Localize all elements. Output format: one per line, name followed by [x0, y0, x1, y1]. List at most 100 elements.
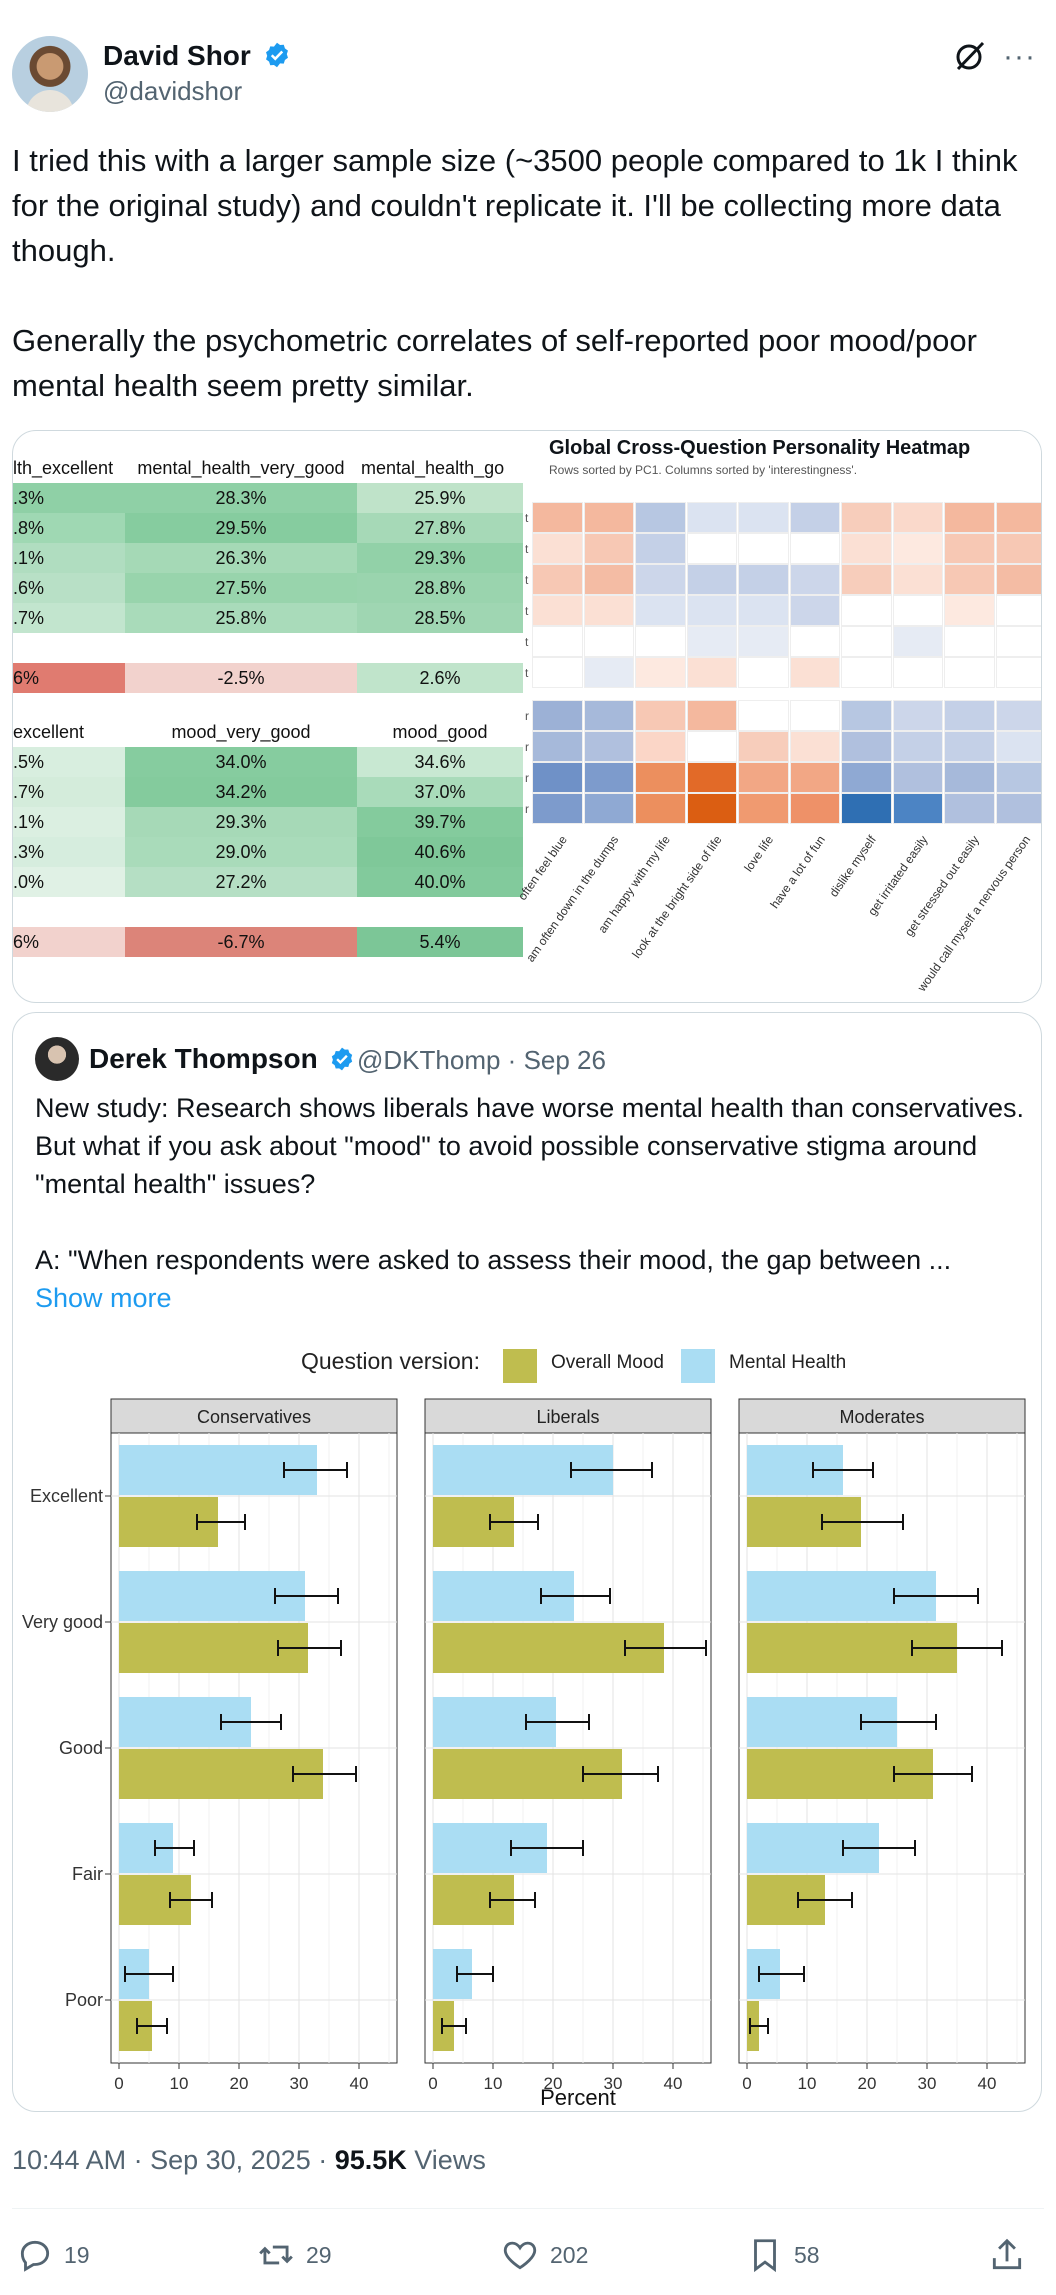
- quoted-author-name: Derek Thompson: [89, 1043, 318, 1074]
- legend-swatch-mental-health: [681, 1349, 715, 1383]
- x-tick-label: 0: [742, 2074, 751, 2093]
- x-tick-label: 10: [798, 2074, 817, 2093]
- heatmap-cell: [789, 731, 840, 762]
- table-header: mental_health_go: [357, 453, 523, 483]
- quoted-tweet-date: Sep 26: [523, 1045, 606, 1075]
- legend-label: Overall Mood: [551, 1352, 664, 1373]
- timestamp-text[interactable]: 10:44 AM · Sep 30, 2025 ·: [12, 2145, 335, 2175]
- table-cell: 34.6%: [357, 747, 523, 777]
- show-more-link[interactable]: Show more: [35, 1283, 172, 1313]
- heatmap-cell: [892, 731, 943, 762]
- heatmap-cell: [635, 533, 686, 564]
- heatmap-cell: [944, 626, 995, 657]
- facet-strip: [110, 1398, 398, 1434]
- x-tick-label: 0: [428, 2074, 437, 2093]
- author-avatar[interactable]: [12, 36, 88, 112]
- heatmap-cell: [738, 700, 789, 731]
- table-header: mood_very_good: [125, 717, 357, 747]
- heatmap-cell: [635, 762, 686, 793]
- table-cell: 26.3%: [125, 543, 357, 573]
- x-tick-label: 30: [918, 2074, 937, 2093]
- heatmap-row-tick: t: [525, 666, 529, 680]
- heatmap-cell: [583, 731, 634, 762]
- grok-icon[interactable]: [952, 38, 988, 74]
- table-row: .1% 26.3% 29.3%: [13, 543, 523, 573]
- heatmap-cell: [583, 700, 634, 731]
- bookmark-button[interactable]: 58: [746, 2230, 820, 2280]
- heatmap-cell: [789, 533, 840, 564]
- table-cell: 29.5%: [125, 513, 357, 543]
- tweet-paragraph: I tried this with a larger sample size (…: [12, 143, 1018, 268]
- facet-label: Liberals: [536, 1407, 599, 1427]
- tweet-paragraph: Generally the psychometric correlates of…: [12, 323, 977, 403]
- table-cell: 37.0%: [357, 777, 523, 807]
- reply-button[interactable]: 19: [16, 2230, 90, 2280]
- x-tick-label: 20: [230, 2074, 249, 2093]
- table-row: .0% 27.2% 40.0%: [13, 867, 523, 897]
- table-cell: .7%: [13, 603, 125, 633]
- legend-title: Question version:: [301, 1348, 480, 1374]
- heatmap-cell: [738, 793, 789, 824]
- more-options-icon[interactable]: ···: [1003, 40, 1036, 73]
- heatmap-cell: [532, 595, 583, 626]
- tweet-media[interactable]: lth_excellent mental_health_very_good me…: [12, 430, 1042, 1003]
- table-cell: 29.3%: [125, 807, 357, 837]
- heatmap-cell: [583, 533, 634, 564]
- heatmap-cell: [892, 762, 943, 793]
- heatmap-cell: [789, 595, 840, 626]
- repost-button[interactable]: 29: [256, 2230, 332, 2280]
- heatmap-cell: [841, 762, 892, 793]
- action-bar: 19 29 202 58: [0, 2230, 1056, 2290]
- table-cell: 39.7%: [357, 807, 523, 837]
- heatmap-cell: [532, 731, 583, 762]
- like-button[interactable]: 202: [500, 2230, 588, 2280]
- legend-label: Mental Health: [729, 1352, 846, 1373]
- table-cell: 40.0%: [357, 867, 523, 897]
- heatmap-row-tick: r: [525, 771, 529, 785]
- heatmap-row-tick: t: [525, 635, 529, 649]
- x-tick-label: 40: [350, 2074, 369, 2093]
- author-handle[interactable]: @davidshor: [103, 76, 243, 106]
- heatmap-cell: [532, 502, 583, 533]
- heatmap-cell: [944, 762, 995, 793]
- heatmap-cell: [583, 564, 634, 595]
- heatmap-cell: [789, 626, 840, 657]
- heatmap-cell: [583, 657, 634, 688]
- table-cell: 27.2%: [125, 867, 357, 897]
- heatmap-row-tick: r: [525, 740, 529, 754]
- heatmap-cell: [944, 657, 995, 688]
- heatmap-cell: [583, 595, 634, 626]
- heatmap-cell: [635, 793, 686, 824]
- heatmap-cell: [738, 657, 789, 688]
- verified-badge-icon: [332, 1047, 353, 1071]
- like-count: 202: [550, 2241, 589, 2268]
- heatmap-cell: [532, 533, 583, 564]
- heatmap-column-label: look at the bright side of life: [629, 833, 725, 961]
- heatmap-cell: [532, 762, 583, 793]
- heatmap-cell: [944, 731, 995, 762]
- quoted-author-name-row: Derek Thompson: [89, 1043, 355, 1075]
- quoted-paragraph: New study: Research shows liberals have …: [35, 1093, 1024, 1199]
- quoted-paragraph: A: "When respondents were asked to asses…: [35, 1245, 952, 1275]
- share-button[interactable]: [988, 2230, 1036, 2280]
- heatmap-cell: [686, 793, 737, 824]
- heatmap-row-tick: t: [525, 542, 529, 556]
- tweet-header: David Shor @davidshor ···: [12, 36, 1044, 116]
- heatmap-subtitle: Rows sorted by PC1. Columns sorted by 'i…: [549, 463, 858, 477]
- author-name-row[interactable]: David Shor: [103, 40, 291, 72]
- table-row: .5% 34.0% 34.6%: [13, 747, 523, 777]
- heart-icon: [503, 2241, 537, 2270]
- reply-icon: [20, 2240, 50, 2272]
- heatmap-cell: [789, 502, 840, 533]
- heatmap-cell: [892, 793, 943, 824]
- facet-label: Conservatives: [197, 1407, 311, 1427]
- category-label: Poor: [65, 1990, 103, 2010]
- heatmap-cell: [944, 595, 995, 626]
- views-label: Views: [406, 2145, 486, 2175]
- results-tables: lth_excellent mental_health_very_good me…: [13, 431, 523, 1002]
- quoted-tweet[interactable]: Derek Thompson @DKThomp · Sep 26 New stu…: [12, 1012, 1042, 2112]
- repost-icon: [259, 2245, 293, 2265]
- heatmap-cell: [738, 626, 789, 657]
- table-cell: 28.5%: [357, 603, 523, 633]
- author-name[interactable]: David Shor: [103, 40, 251, 71]
